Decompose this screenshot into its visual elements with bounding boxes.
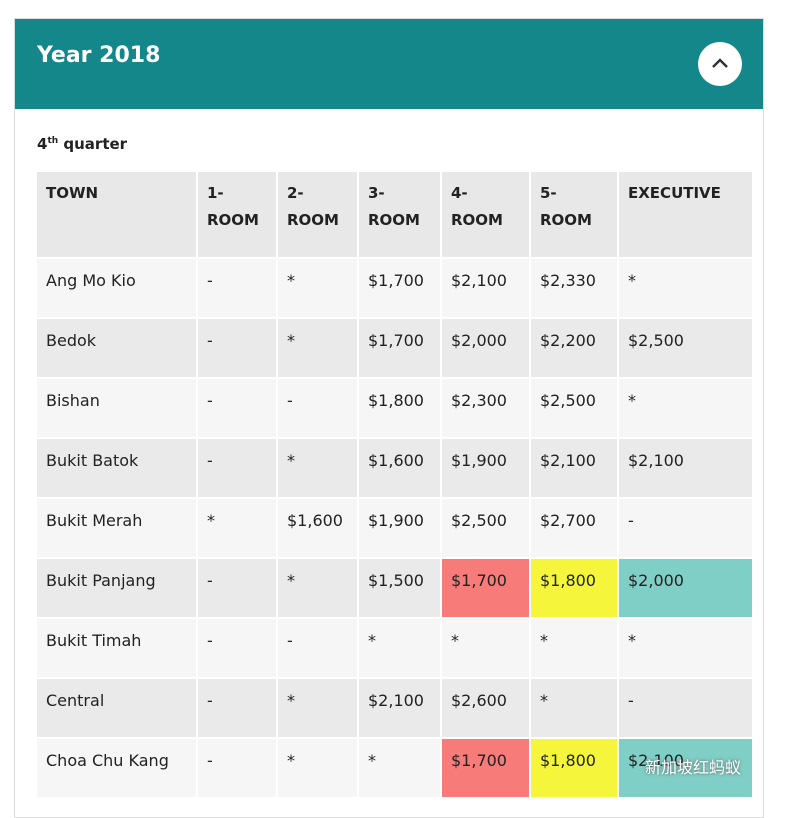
column-header: 3-ROOM bbox=[359, 172, 440, 257]
rent-cell: * bbox=[619, 619, 752, 677]
quarter-text: quarter bbox=[63, 135, 128, 153]
rent-cell: * bbox=[278, 319, 357, 377]
column-header-text: 1-ROOM bbox=[207, 184, 259, 229]
rent-cell: $2,100 bbox=[531, 439, 617, 497]
rent-cell: $2,500 bbox=[442, 499, 529, 557]
table-row: Bukit Merah * $1,600 $1,900 $2,500 $2,700- bbox=[37, 499, 752, 557]
rent-cell: - bbox=[198, 439, 276, 497]
table-row: Bedok - * $1,700 $2,000 $2,200 $2,500 bbox=[37, 319, 752, 377]
rent-cell: $1,700 bbox=[442, 559, 529, 617]
rent-cell: * bbox=[531, 619, 617, 677]
rent-cell: $2,100 bbox=[442, 259, 529, 317]
chevron-icon bbox=[712, 58, 728, 68]
rent-cell: - bbox=[198, 379, 276, 437]
watermark: 新加坡红蚂蚁 bbox=[645, 758, 742, 777]
header-row: TOWN 1-ROOM 2-ROOM 3-ROOM 4-ROOM 5-ROOM EXECUT… bbox=[37, 172, 752, 257]
collapse-button[interactable] bbox=[698, 42, 742, 86]
rent-cell: - bbox=[198, 619, 276, 677]
column-header-text: EXECUTIVE bbox=[628, 184, 721, 202]
rent-cell: * bbox=[278, 259, 357, 317]
rent-cell: $2,600 bbox=[442, 679, 529, 737]
town-cell: Bukit Batok bbox=[37, 439, 196, 497]
town-cell: Bishan bbox=[37, 379, 196, 437]
panel-header[interactable]: Year 2018 bbox=[15, 19, 763, 109]
rent-cell: $2,100 bbox=[359, 679, 440, 737]
rent-cell: - bbox=[198, 679, 276, 737]
rent-cell: $1,600 bbox=[359, 439, 440, 497]
rent-cell: $1,700 bbox=[359, 259, 440, 317]
column-header: 1-ROOM bbox=[198, 172, 276, 257]
rent-cell: * bbox=[198, 499, 276, 557]
table-row: Bukit Timah - - * * * * bbox=[37, 619, 752, 677]
rent-cell: * bbox=[359, 619, 440, 677]
quarter-suffix: th bbox=[47, 136, 59, 146]
column-header-text: 4-ROOM bbox=[451, 184, 503, 229]
town-cell: Ang Mo Kio bbox=[37, 259, 196, 317]
rent-cell: * bbox=[442, 619, 529, 677]
rent-cell: $2,300 bbox=[442, 379, 529, 437]
rent-cell: - bbox=[198, 559, 276, 617]
rent-cell: $1,800 bbox=[359, 379, 440, 437]
table-row: Bukit Batok - * $1,600 $1,900 $2,100 $2,100 bbox=[37, 439, 752, 497]
column-header-text: 5-ROOM bbox=[540, 184, 592, 229]
quarter-label: 4th quarter bbox=[37, 135, 127, 153]
rent-cell: * bbox=[619, 379, 752, 437]
table-row: Central - * $2,100 $2,600 * - bbox=[37, 679, 752, 737]
column-header-text: TOWN bbox=[46, 184, 99, 202]
table-row: Choa Chu Kang - * * $1,700 $1,800 $2,100 bbox=[37, 739, 752, 797]
column-header: 5-ROOM bbox=[531, 172, 617, 257]
rent-cell: $2,100 bbox=[619, 739, 752, 797]
town-cell: Bedok bbox=[37, 319, 196, 377]
rent-cell: $2,000 bbox=[619, 559, 752, 617]
rent-cell: $1,800 bbox=[531, 559, 617, 617]
rent-cell: $2,500 bbox=[619, 319, 752, 377]
rent-cell: * bbox=[278, 559, 357, 617]
panel-title: Year 2018 bbox=[37, 43, 161, 68]
rent-cell: - bbox=[198, 739, 276, 797]
rent-cell: * bbox=[278, 439, 357, 497]
rent-cell: $1,900 bbox=[359, 499, 440, 557]
rent-cell: - bbox=[619, 679, 752, 737]
town-cell: Central bbox=[37, 679, 196, 737]
rent-cell: * bbox=[278, 739, 357, 797]
town-cell: Choa Chu Kang bbox=[37, 739, 196, 797]
rent-cell: $2,330 bbox=[531, 259, 617, 317]
table-row: Bukit Panjang - * $1,500 $1,700 $1,800 $2,000 bbox=[37, 559, 752, 617]
column-header: 4-ROOM bbox=[442, 172, 529, 257]
rent-cell: * bbox=[531, 679, 617, 737]
rent-cell: $1,700 bbox=[359, 319, 440, 377]
rent-cell: $1,800 bbox=[531, 739, 617, 797]
town-cell: Bukit Merah bbox=[37, 499, 196, 557]
panel: Year 2018 4th quarter TOWN 1-ROOM 2-ROOM 3-… bbox=[14, 18, 764, 818]
rent-cell: $2,100 bbox=[619, 439, 752, 497]
rent-cell: * bbox=[278, 679, 357, 737]
rent-cell: - bbox=[198, 259, 276, 317]
page: Year 2018 4th quarter TOWN 1-ROOM 2-ROOM 3-… bbox=[14, 18, 764, 818]
column-header-text: 2-ROOM bbox=[287, 184, 339, 229]
column-header-text: 3-ROOM bbox=[368, 184, 420, 229]
rent-cell: $2,500 bbox=[531, 379, 617, 437]
rent-cell: - bbox=[278, 619, 357, 677]
table-row: Ang Mo Kio - * $1,700 $2,100 $2,330 * bbox=[37, 259, 752, 317]
rent-cell: $1,600 bbox=[278, 499, 357, 557]
rent-table: TOWN 1-ROOM 2-ROOM 3-ROOM 4-ROOM 5-ROOM EXECUT… bbox=[35, 170, 754, 799]
rent-cell: $2,000 bbox=[442, 319, 529, 377]
rent-cell: $2,200 bbox=[531, 319, 617, 377]
rent-cell: - bbox=[278, 379, 357, 437]
rent-cell: $2,700 bbox=[531, 499, 617, 557]
table-row: Bishan - - $1,800 $2,300 $2,500 * bbox=[37, 379, 752, 437]
rent-cell: * bbox=[619, 259, 752, 317]
rent-cell: $1,900 bbox=[442, 439, 529, 497]
rent-cell: $1,500 bbox=[359, 559, 440, 617]
column-header: 2-ROOM bbox=[278, 172, 357, 257]
town-cell: Bukit Timah bbox=[37, 619, 196, 677]
quarter-number: 4 bbox=[37, 135, 48, 153]
rent-cell: - bbox=[198, 319, 276, 377]
rent-cell: $1,700 bbox=[442, 739, 529, 797]
town-cell: Bukit Panjang bbox=[37, 559, 196, 617]
rent-cell: * bbox=[359, 739, 440, 797]
column-header: TOWN bbox=[37, 172, 196, 257]
column-header: EXECUTIVE bbox=[619, 172, 752, 257]
rent-cell: - bbox=[619, 499, 752, 557]
